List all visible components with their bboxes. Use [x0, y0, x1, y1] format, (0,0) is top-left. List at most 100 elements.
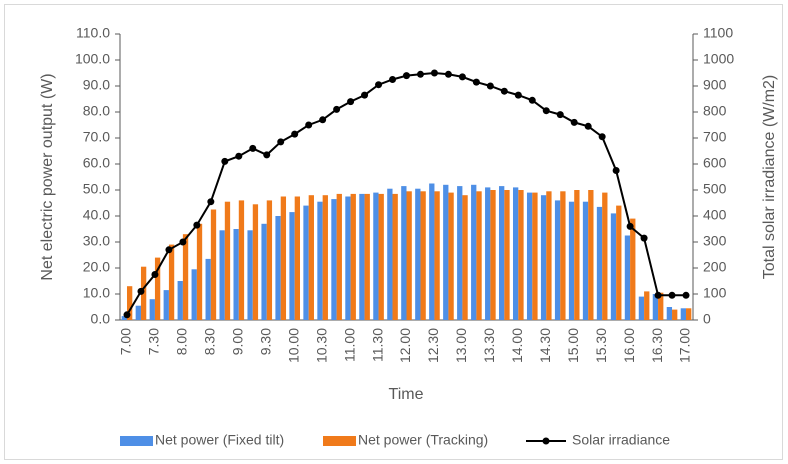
- line-marker: [472, 78, 480, 86]
- bar: [224, 201, 231, 320]
- bar: [149, 299, 155, 320]
- x-tick-label: 7.30: [146, 328, 162, 355]
- y2-tick-label: 800: [703, 103, 727, 119]
- line-marker: [277, 138, 285, 146]
- y-tick-label: 80.0: [83, 103, 110, 119]
- line-marker: [416, 70, 424, 78]
- line-marker: [542, 107, 550, 115]
- y-tick-label: 20.0: [83, 259, 110, 275]
- line-marker: [291, 130, 299, 138]
- x-tick-label: 15.30: [593, 328, 609, 363]
- bar: [168, 244, 175, 320]
- bar: [602, 192, 608, 320]
- y-tick-label: 0.0: [91, 311, 111, 327]
- x-tick-label: 11.30: [369, 328, 385, 362]
- y2-tick-label: 1000: [703, 51, 734, 67]
- x-tick-label: 16.30: [649, 328, 665, 363]
- y2-tick-label: 400: [703, 207, 727, 223]
- bar: [322, 195, 328, 320]
- x-tick-label: 14.00: [509, 328, 525, 363]
- line-marker: [668, 291, 676, 299]
- bar: [275, 216, 281, 320]
- line-marker: [403, 72, 410, 80]
- bar: [499, 186, 505, 320]
- bar: [303, 205, 309, 320]
- bar: [401, 186, 407, 320]
- line-marker: [347, 98, 355, 106]
- bar: [331, 199, 337, 320]
- bar: [680, 308, 687, 320]
- bar: [336, 193, 342, 320]
- bar: [359, 193, 365, 320]
- line-marker: [389, 76, 397, 83]
- bar: [434, 191, 440, 320]
- line-marker: [179, 238, 187, 246]
- bar: [518, 190, 524, 320]
- bar: [658, 292, 664, 320]
- bar: [261, 223, 267, 320]
- line-marker: [193, 221, 201, 229]
- line-marker: [598, 133, 606, 141]
- y-tick-label: 10.0: [83, 285, 110, 301]
- bar: [364, 193, 370, 320]
- line-marker: [528, 96, 536, 104]
- line-marker: [444, 70, 452, 78]
- bar: [378, 193, 384, 320]
- bar: [177, 281, 183, 320]
- bar: [252, 204, 259, 320]
- bar: [554, 200, 561, 320]
- x-tick-label: 15.00: [565, 328, 581, 363]
- line-marker: [640, 234, 648, 242]
- bar: [126, 286, 133, 320]
- line-marker: [626, 222, 634, 230]
- bar: [457, 186, 463, 320]
- y-tick-label: 30.0: [83, 233, 110, 249]
- bar: [526, 192, 533, 320]
- legend-swatch: [323, 436, 356, 446]
- legend-label: Net power (Tracking): [358, 432, 488, 448]
- legend-swatch: [542, 437, 550, 445]
- legend-label: Net power (Fixed tilt): [155, 432, 284, 448]
- bar: [392, 193, 398, 320]
- chart-frame: [4, 4, 783, 460]
- bar: [666, 307, 673, 320]
- bar: [624, 235, 631, 320]
- line-marker: [375, 81, 383, 89]
- x-tick-label: 13.00: [453, 328, 469, 363]
- bar: [504, 190, 510, 320]
- bar: [448, 192, 454, 320]
- y-tick-label: 70.0: [83, 129, 110, 145]
- line-marker: [151, 271, 159, 278]
- bar: [560, 191, 566, 320]
- bar: [672, 309, 678, 320]
- y-tick-label: 100.0: [75, 51, 110, 67]
- bar: [616, 205, 622, 320]
- bar: [154, 257, 161, 320]
- y2-tick-label: 700: [703, 129, 727, 145]
- line-marker: [333, 105, 341, 113]
- bar: [163, 290, 169, 320]
- bar: [429, 183, 435, 320]
- line-marker: [221, 157, 229, 165]
- y2-tick-label: 600: [703, 155, 727, 171]
- line-marker: [430, 69, 438, 77]
- y-tick-label: 90.0: [83, 77, 110, 93]
- bar: [686, 308, 692, 320]
- x-tick-label: 12.30: [425, 328, 441, 363]
- x-tick-label: 8.00: [174, 328, 190, 355]
- bar: [485, 187, 491, 320]
- line-marker: [235, 152, 243, 160]
- line-marker: [123, 311, 131, 319]
- bar: [233, 229, 239, 320]
- bar: [568, 201, 575, 320]
- y-tick-label: 110.0: [76, 25, 110, 41]
- line-marker: [137, 287, 145, 295]
- bar: [406, 191, 412, 320]
- bar: [574, 190, 580, 320]
- y-tick-label: 40.0: [83, 207, 110, 223]
- y2-tick-label: 500: [703, 181, 727, 197]
- bar: [345, 196, 351, 320]
- bar: [219, 230, 225, 320]
- bar: [443, 184, 449, 320]
- line-marker: [584, 122, 592, 130]
